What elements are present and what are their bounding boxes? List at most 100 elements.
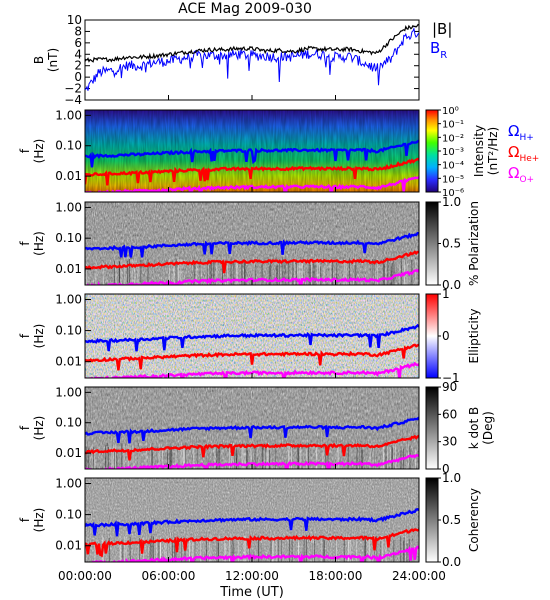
freq-tick-label: 0.01 (55, 446, 82, 460)
gyro-h-line (85, 323, 419, 352)
field-y-tick-label: 6 (74, 36, 82, 50)
time-tick-label: 06:00:00 (142, 569, 196, 583)
freq-axis-units: (Hz) (32, 508, 46, 533)
field-y-tick-label: 0 (74, 70, 82, 84)
colorbar-tick-label: 10⁻⁴ (442, 161, 464, 172)
field-y-tick-label: 8 (74, 24, 82, 38)
colorbar-ellipticity (425, 293, 439, 379)
panel-kdotb: 1.00 0.10 0.01 f (Hz) 90 60 30 0 k dot B (Deg) (18, 380, 495, 476)
panel-intensity: 1.00 0.10 0.01 f (Hz) 10⁰ 10⁻¹ 10⁻² 10⁻³ 10⁻⁴ 10⁻⁵… (18, 106, 500, 199)
field-series (84, 23, 420, 91)
freq-tick-label: 1.00 (55, 200, 82, 214)
colorbar-units: (nT²/Hz) (486, 127, 500, 175)
legend-gyro-o: ΩO+ (508, 164, 534, 185)
panel-polarization: 1.00 0.10 0.01 f (Hz) 1.0 0.5 0.0 % Polarization (18, 195, 481, 292)
colorbar-units: (Deg) (481, 411, 495, 445)
freq-axis-label: f (18, 148, 32, 153)
colorbar-title: % Polarization (467, 201, 481, 286)
freq-tick-label: 1.00 (55, 476, 82, 490)
time-tick-label: 24:00:00 (392, 569, 446, 583)
colorbar-tick-label: 0.0 (442, 278, 461, 292)
colorbar-tick-label: 1.0 (442, 195, 461, 209)
colorbar-polarization (425, 201, 439, 286)
freq-tick-label: 0.01 (55, 539, 82, 553)
spectrogram-ellipticity (85, 294, 419, 378)
colorbar-tick-label: 10⁻⁵ (442, 174, 464, 185)
freq-axis-units: (Hz) (32, 324, 46, 349)
freq-tick-label: 1.00 (55, 292, 82, 306)
field-y-label-units: (nT) (46, 48, 60, 72)
legend-gyro-h: ΩH+ (508, 122, 534, 143)
freq-axis-units: (Hz) (32, 139, 46, 164)
colorbar-title: k dot B (467, 407, 481, 449)
field-y-tick-label: −2 (64, 82, 82, 96)
freq-tick-label: 1.00 (55, 108, 82, 122)
colorbar-tick-label: −1 (442, 371, 460, 385)
field-y-tick-label: 4 (74, 47, 82, 61)
spectrogram-intensity (85, 110, 419, 192)
freq-tick-label: 0.01 (55, 262, 82, 276)
colorbar-title: Coherency (467, 488, 481, 552)
freq-axis-label: f (18, 425, 32, 430)
field-y-label-b: B (32, 56, 46, 64)
colorbar-tick-label: 0.5 (442, 513, 461, 527)
colorbar-tick-label: 0 (442, 329, 450, 343)
time-tick-label: 00:00:00 (58, 569, 112, 583)
legend-gyro-he: ΩHe+ (508, 143, 539, 164)
legend-b-mag: |B| (432, 20, 452, 38)
freq-axis-units: (Hz) (32, 231, 46, 256)
freq-tick-label: 0.10 (55, 324, 82, 338)
series-b-r (84, 26, 420, 91)
colorbar-tick-label: 90 (442, 380, 457, 394)
colorbar-tick-label: 10⁻⁶ (442, 188, 464, 199)
spectrogram-polarization (85, 202, 419, 285)
gyro-legend: ΩH+ ΩHe+ ΩO+ (508, 122, 539, 185)
freq-axis-label: f (18, 517, 32, 522)
colorbar-tick-label: 0 (442, 462, 450, 476)
gyro-h-line (85, 508, 419, 537)
legend-b-r: BR (430, 39, 447, 61)
panel-coherency: 1.00 0.10 0.01 f (Hz) 1.0 0.5 0.0 Coherency (18, 471, 481, 569)
time-tick-label: 18:00:00 (309, 569, 363, 583)
colorbar-tick-label: 1 (442, 287, 450, 301)
freq-axis-label: f (18, 333, 32, 338)
gyro-he-line (85, 434, 419, 461)
freq-tick-label: 0.01 (55, 355, 82, 369)
time-tick-label: 12:00:00 (225, 569, 279, 583)
freq-tick-label: 1.00 (55, 385, 82, 399)
colorbar-tick-label: 0.0 (442, 555, 461, 569)
freq-axis-units: (Hz) (32, 416, 46, 441)
gyro-h-line (85, 231, 419, 258)
gyro-h-line (85, 139, 419, 168)
colorbar-tick-label: 60 (442, 407, 457, 421)
colorbar-title: Intensity (472, 125, 486, 177)
freq-tick-label: 0.10 (55, 139, 82, 153)
colorbar-tick-label: 0.5 (442, 237, 461, 251)
colorbar-tick-label: 10⁻² (442, 133, 464, 144)
field-panel-frame (84, 19, 420, 101)
colorbar-tick-label: 10⁰ (442, 106, 459, 117)
freq-tick-label: 0.01 (55, 169, 82, 183)
gyro-he-line (85, 528, 419, 558)
freq-tick-label: 0.10 (55, 416, 82, 430)
spectrogram-panels: 1.000.100.01f (Hz)10⁰10⁻¹10⁻²10⁻³10⁻⁴10⁻⁵… (18, 106, 500, 569)
colorbar-title: Ellipticity (467, 309, 481, 364)
colorbar-coherency (425, 477, 439, 563)
panel-ellipticity: 1.00 0.10 0.01 f (Hz) 1 0 −1 Ellipticity (18, 287, 481, 385)
series-b-mag (84, 23, 420, 63)
colorbar-tick-label: 10⁻³ (442, 147, 464, 158)
figure-title: ACE Mag 2009-030 (178, 1, 312, 17)
colorbar-tick-label: 30 (442, 435, 457, 449)
gyro-he-line (85, 343, 419, 371)
field-y-tick-label: 2 (74, 59, 82, 73)
field-y-tick-label: 10 (67, 13, 82, 27)
gyro-o-line (85, 176, 419, 192)
colorbar-kdotb (425, 386, 439, 470)
gyro-he-line (85, 250, 419, 274)
colorbar-tick-label: 10⁻¹ (442, 120, 464, 131)
field-y-tick-label: −4 (64, 93, 82, 107)
freq-axis-label: f (18, 241, 32, 246)
